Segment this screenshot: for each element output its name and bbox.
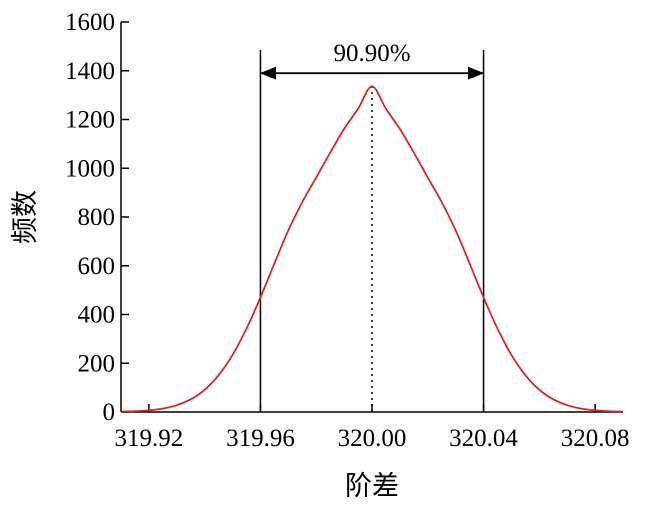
x-tick-label: 319.96 [226,425,295,452]
annotation-layer: 90.90% [259,40,485,80]
span-percentage-label: 90.90% [333,40,410,67]
y-axis-title: 频数 [10,190,41,244]
series-layer [120,85,624,413]
y-tick-label: 600 [78,253,116,280]
x-tick-label: 320.04 [449,425,518,452]
y-tick-label: 1400 [65,58,115,85]
x-tick-label: 320.00 [338,425,407,452]
y-tick-label: 200 [78,350,116,377]
x-axis-title: 阶差 [345,471,399,502]
y-tick-label: 0 [103,399,116,426]
y-tick-label: 1200 [65,107,115,134]
y-tick-label: 800 [78,204,116,231]
y-tick-label: 1000 [65,155,115,182]
y-tick-label: 400 [78,302,116,329]
x-tick-label: 320.08 [561,425,630,452]
axes: 0 200 400 600 800 1000 1200 1400 1600 319.92 319.9… [65,9,629,452]
x-tick-label: 319.92 [115,425,184,452]
series-line [120,85,624,413]
reference-lines [259,50,485,412]
y-tick-label: 1600 [65,9,115,36]
